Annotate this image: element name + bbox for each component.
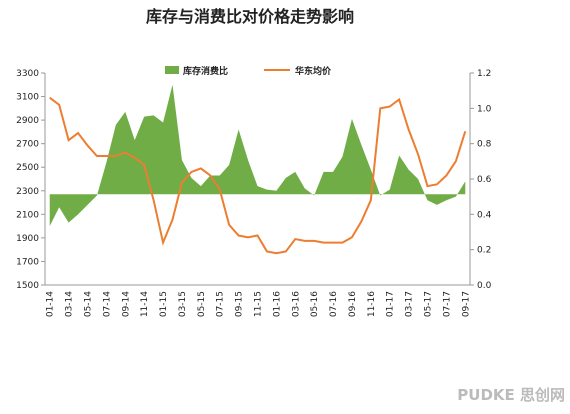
- x-tick-label: 05-15: [197, 291, 207, 317]
- x-tick-label: 11-14: [140, 291, 150, 317]
- y-tick-label: 3300: [16, 69, 39, 79]
- line: [49, 96, 467, 255]
- y-tick-label: 3100: [16, 93, 39, 103]
- y2-tick-label: 0.0: [477, 281, 492, 291]
- x-tick-label: 01-16: [272, 291, 282, 317]
- y2-tick-label: 0.8: [477, 140, 492, 150]
- x-tick-label: 11-16: [367, 291, 377, 317]
- y-tick-label: 2500: [16, 163, 39, 173]
- x-tick-label: 05-16: [310, 291, 320, 317]
- x-tick-label: 03-15: [178, 291, 188, 317]
- y2-tick-label: 0.2: [477, 246, 491, 256]
- y2-tick-label: 1.2: [477, 69, 491, 79]
- x-tick-label: 01-15: [159, 291, 169, 317]
- watermark: PUDKE 思创网: [457, 386, 565, 404]
- y-tick-label: 1900: [16, 234, 39, 244]
- x-tick-label: 01-14: [46, 291, 56, 317]
- chart-title: 库存与消费比对价格走势影响: [146, 7, 354, 26]
- legend-label: 库存消费比: [183, 65, 228, 77]
- x-tick-label: 03-17: [405, 291, 415, 317]
- x-tick-label: 11-15: [254, 291, 264, 317]
- x-tick-label: 09-16: [348, 291, 358, 317]
- y2-tick-label: 0.6: [477, 175, 492, 185]
- x-tick-label: 01-17: [386, 291, 396, 317]
- legend-swatch: [165, 66, 179, 74]
- y-tick-label: 2700: [16, 140, 39, 150]
- legend-label: 华东均价: [295, 65, 332, 77]
- x-tick-label: 05-17: [424, 291, 434, 317]
- x-tick-label: 09-15: [235, 291, 245, 317]
- x-tick-label: 07-16: [329, 291, 339, 317]
- y2-tick-label: 1.0: [477, 104, 492, 114]
- y-tick-label: 2300: [16, 187, 39, 197]
- y-tick-label: 1500: [16, 281, 39, 291]
- x-tick-label: 03-14: [65, 291, 75, 317]
- y2-tick-label: 0.4: [477, 210, 492, 220]
- x-tick-label: 09-17: [461, 291, 471, 317]
- y-tick-label: 1700: [16, 257, 39, 267]
- x-tick-label: 07-17: [442, 291, 452, 317]
- y-tick-label: 2900: [16, 116, 39, 126]
- area: [49, 84, 466, 227]
- y-tick-label: 2100: [16, 210, 39, 220]
- x-tick-label: 07-14: [102, 291, 112, 317]
- x-tick-label: 07-15: [216, 291, 226, 317]
- x-tick-label: 05-14: [84, 291, 94, 317]
- x-tick-label: 09-14: [121, 291, 131, 317]
- x-tick-label: 03-16: [291, 291, 301, 317]
